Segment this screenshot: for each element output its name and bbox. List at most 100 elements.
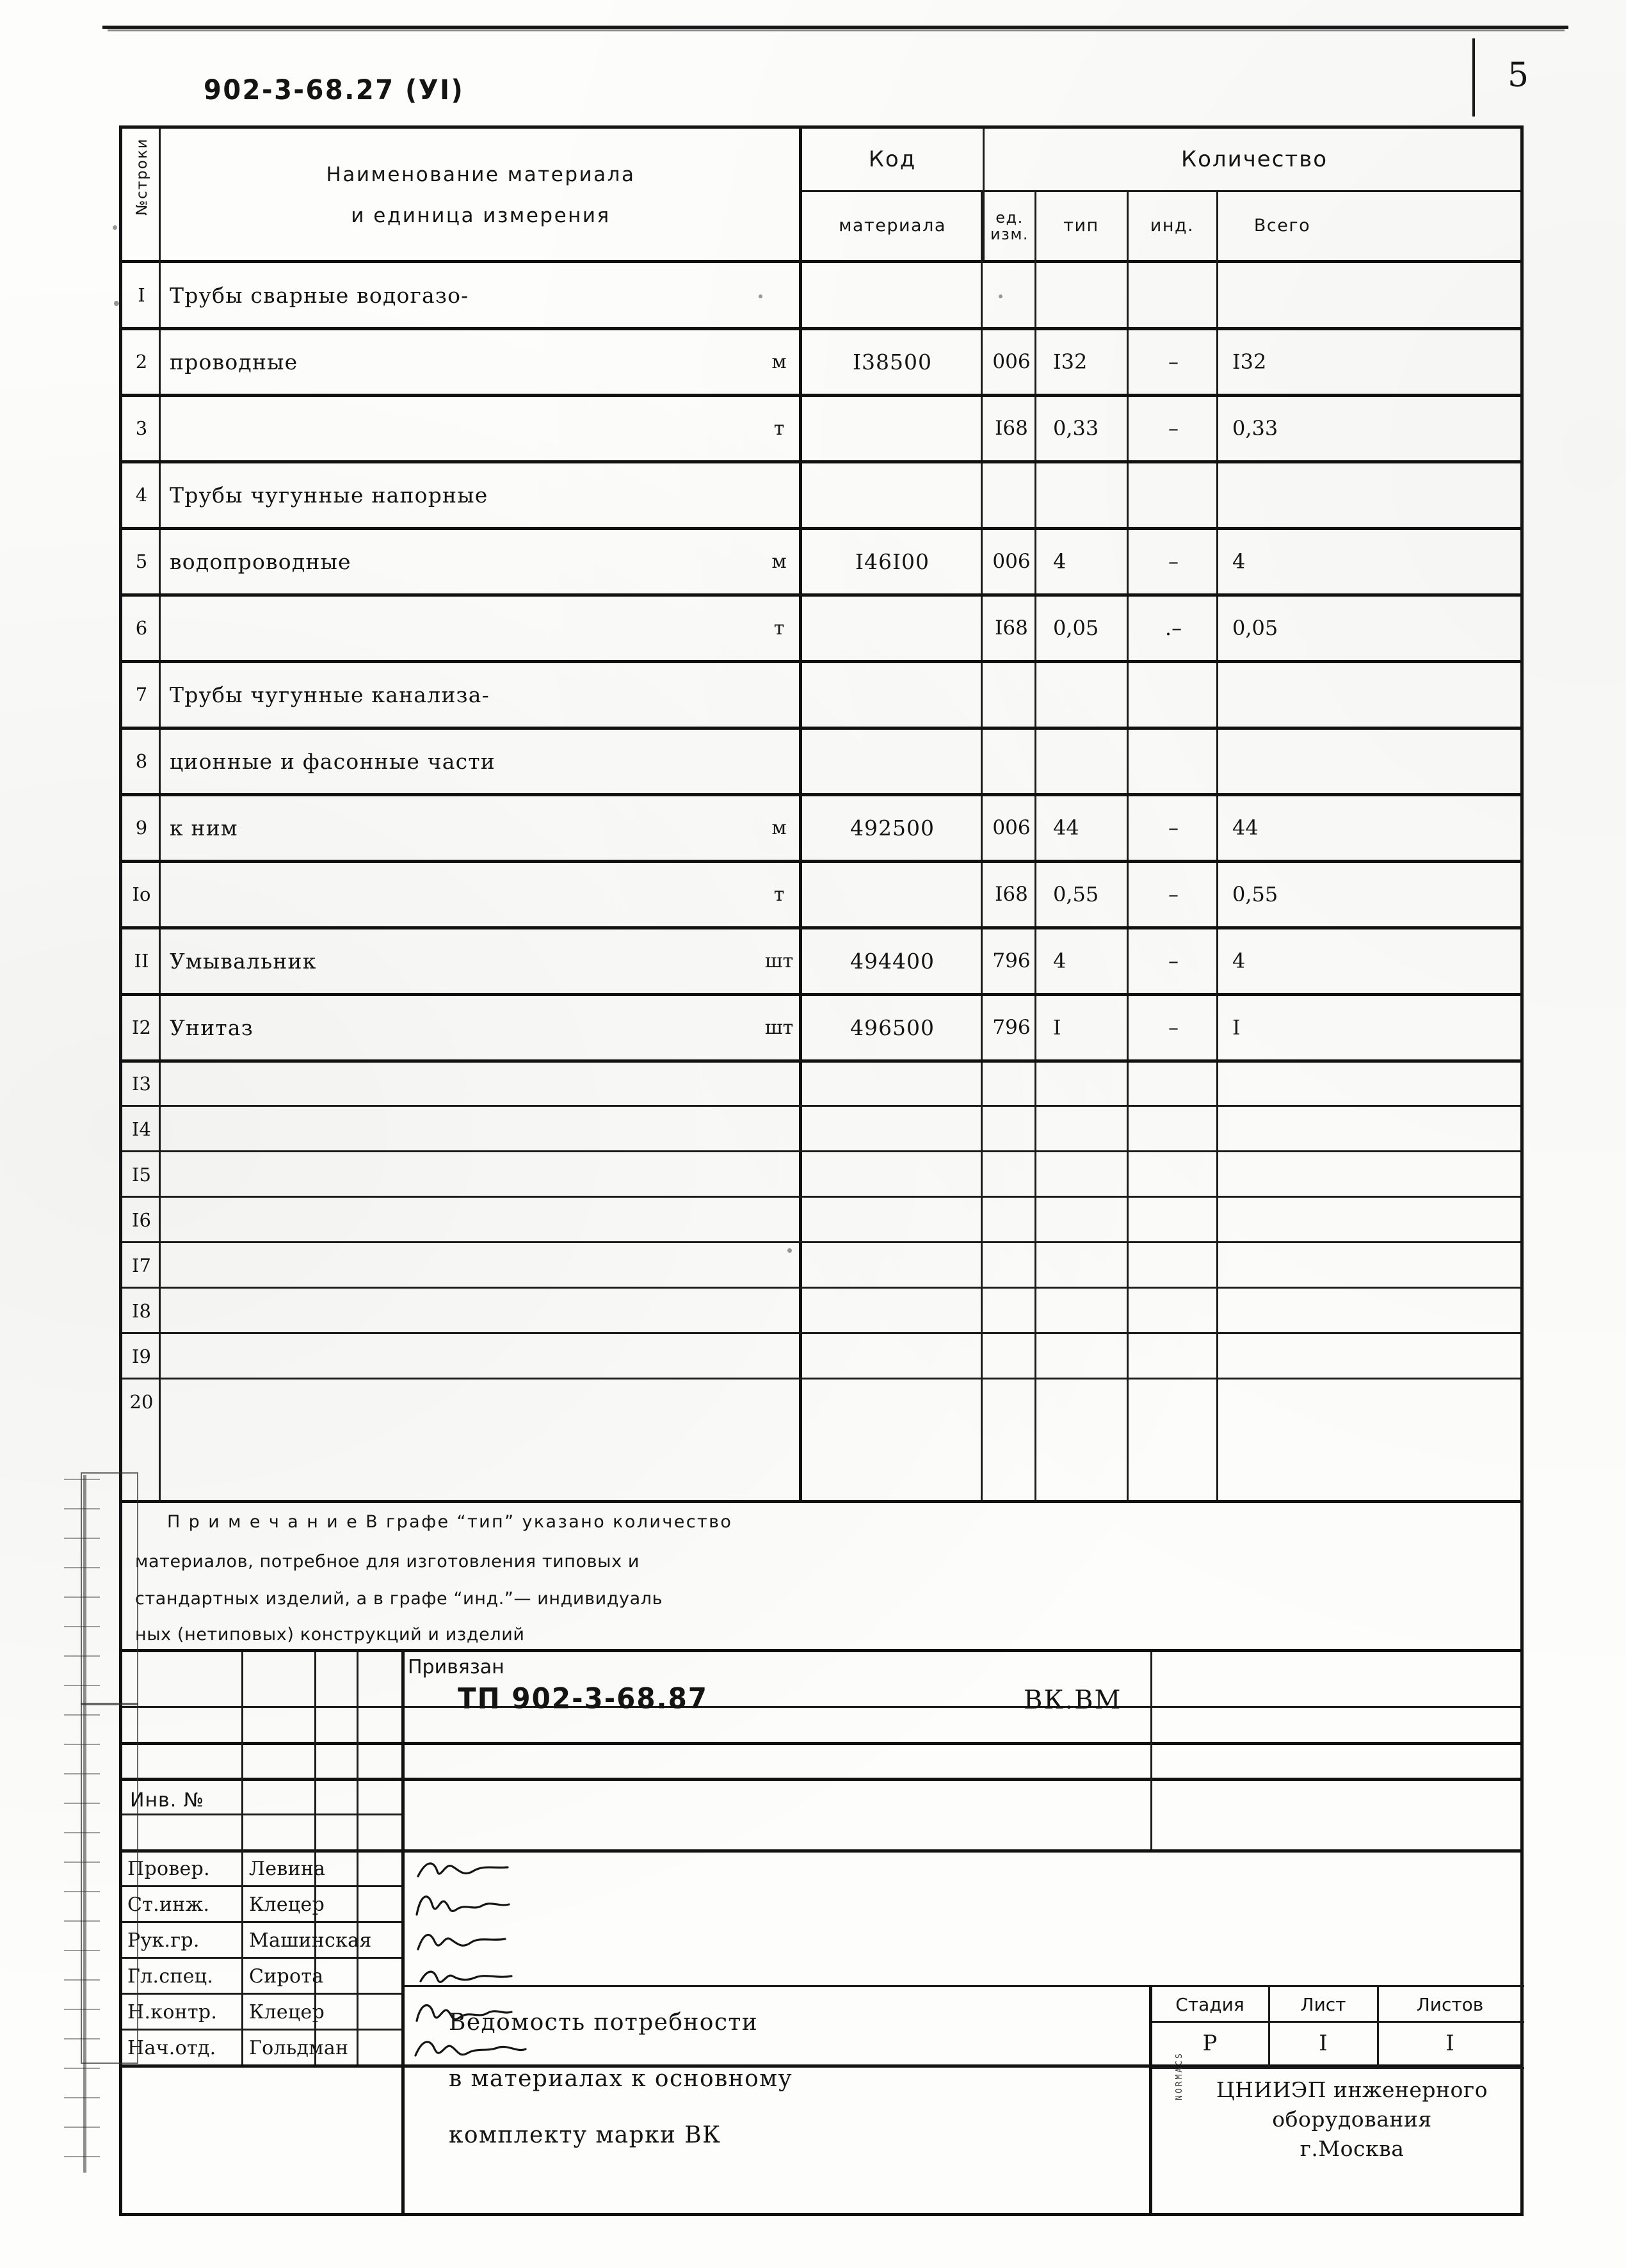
handwritten-signature: [410, 1995, 532, 2029]
unit-of-measure: [762, 462, 796, 528]
qty-ind: [1135, 1379, 1212, 1424]
row-number: 3: [135, 417, 148, 439]
row-number: I: [138, 284, 145, 306]
page-number-box: [1472, 38, 1571, 117]
body-edizm-divider: [981, 260, 983, 1500]
rowno-header-label: №строки: [134, 138, 150, 216]
qty-vsego: [1218, 1152, 1346, 1197]
qty-tip: [1043, 1333, 1127, 1379]
material-code: [806, 1061, 979, 1106]
tb-rule-7: [122, 1921, 404, 1923]
ed-izm-code: [986, 1379, 1036, 1424]
kolichestvo-col-divider: [983, 129, 985, 260]
qty-vsego: I: [1232, 1015, 1241, 1040]
signature-role: Гл.спец.: [127, 1965, 214, 1988]
handwritten-signature: [410, 2031, 532, 2064]
qty-ind: [1135, 1243, 1212, 1288]
unit-of-measure: [762, 1061, 796, 1106]
tb-rule-6: [122, 1885, 404, 1887]
signature-name: Клецер: [249, 1893, 325, 1916]
material-name: [170, 1379, 759, 1424]
material-code: [806, 1106, 979, 1152]
ed-izm-code: I68: [995, 883, 1028, 906]
qty-tip: [1043, 1288, 1127, 1333]
kolichestvo-header-label: Количество: [1180, 147, 1328, 172]
note-line-3: ных (нетиповых) конструкций и изделий: [135, 1625, 525, 1645]
note-block: П р и м е ч а н и е В графе “тип” указан…: [119, 1503, 1524, 1650]
tb-col-7: [1268, 1985, 1270, 2067]
row-number: 6: [135, 617, 148, 639]
kod-header-label: Код: [868, 147, 917, 172]
row-divider: [122, 793, 1520, 796]
title-block: Привязан Инв. № Провер. Левина Ст.инж. Клец…: [119, 1649, 1524, 2216]
row-number: 9: [135, 817, 148, 839]
qty-ind: –: [1168, 1015, 1179, 1040]
tb-rule-10: [122, 2029, 404, 2031]
ed-izm-code: [986, 262, 1036, 328]
header-bottom-rule: [122, 260, 1520, 263]
qty-vsego: [1218, 1333, 1346, 1379]
tb-rule-3: [122, 1778, 1520, 1781]
tb-col-4: [401, 1652, 405, 2213]
scan-speck-2: [114, 301, 119, 306]
vedomost-line-3: комплекту марки ВК: [449, 2122, 721, 2148]
row-number: 20: [129, 1390, 154, 1413]
qty-vsego: [1218, 1197, 1346, 1243]
edizm-col-divider: [981, 190, 983, 260]
qty-vsego: 0,55: [1232, 882, 1278, 906]
row-divider: [122, 527, 1520, 530]
row-number: I2: [132, 1017, 151, 1038]
qty-ind: –: [1168, 882, 1179, 906]
ed-izm-code: [986, 1106, 1036, 1152]
tb-rule-4: [122, 1814, 404, 1815]
qty-ind: [1135, 1061, 1212, 1106]
qty-ind: [1135, 462, 1212, 528]
material-name: к ним: [170, 815, 238, 840]
material-name: [170, 1106, 759, 1152]
row-divider: [122, 860, 1520, 863]
top-border-rule-secondary: [108, 29, 1565, 31]
sub-header-ed: ед.: [995, 208, 1024, 227]
sub-header-ind: инд.: [1150, 216, 1195, 236]
tb-col-2: [314, 1652, 316, 2064]
ed-izm-code: [986, 462, 1036, 528]
margin-box-1: [81, 1472, 138, 1705]
handwritten-signature: [410, 1852, 532, 1885]
material-name: проводные: [170, 349, 298, 374]
material-code: [806, 462, 979, 528]
top-border-rule: [102, 26, 1568, 29]
binding-margin-marks: [55, 1472, 138, 2176]
tip-col-divider: [1034, 190, 1036, 260]
signature-role: Рук.гр.: [127, 1929, 200, 1952]
name-header-line1: Наименование материала: [326, 163, 636, 186]
qty-tip: 0,55: [1053, 882, 1099, 906]
qty-tip: I: [1053, 1015, 1061, 1040]
material-name: [170, 861, 759, 928]
qty-tip: 4: [1053, 949, 1067, 973]
tb-rule-right-2: [1150, 2021, 1524, 2023]
sub-header-vsego: Всего: [1253, 216, 1311, 236]
scan-speck-5: [787, 1248, 792, 1253]
tb-col-3: [357, 1652, 358, 2064]
row-divider: [122, 1059, 1520, 1063]
row-divider: [122, 327, 1520, 330]
qty-tip: [1043, 1243, 1127, 1288]
material-name: [170, 595, 759, 661]
material-name: Умывальник: [170, 948, 317, 974]
margin-vertical-line: [83, 1475, 86, 2173]
qty-tip: [1043, 1106, 1127, 1152]
qty-tip: [1043, 462, 1127, 528]
ed-izm-code: [986, 1061, 1036, 1106]
row-divider: [122, 1150, 1520, 1152]
signature-name: Машинская: [249, 1929, 372, 1952]
row-divider: [122, 1287, 1520, 1289]
material-code: [806, 1243, 979, 1288]
qty-tip: 44: [1053, 816, 1079, 840]
material-name: [170, 1243, 759, 1288]
qty-tip: [1043, 1061, 1127, 1106]
ed-izm-code: 796: [992, 949, 1031, 972]
unit-of-measure: [762, 262, 796, 328]
qty-vsego: 44: [1232, 816, 1259, 840]
list-label: Лист: [1300, 1993, 1346, 2015]
row-divider: [122, 394, 1520, 397]
